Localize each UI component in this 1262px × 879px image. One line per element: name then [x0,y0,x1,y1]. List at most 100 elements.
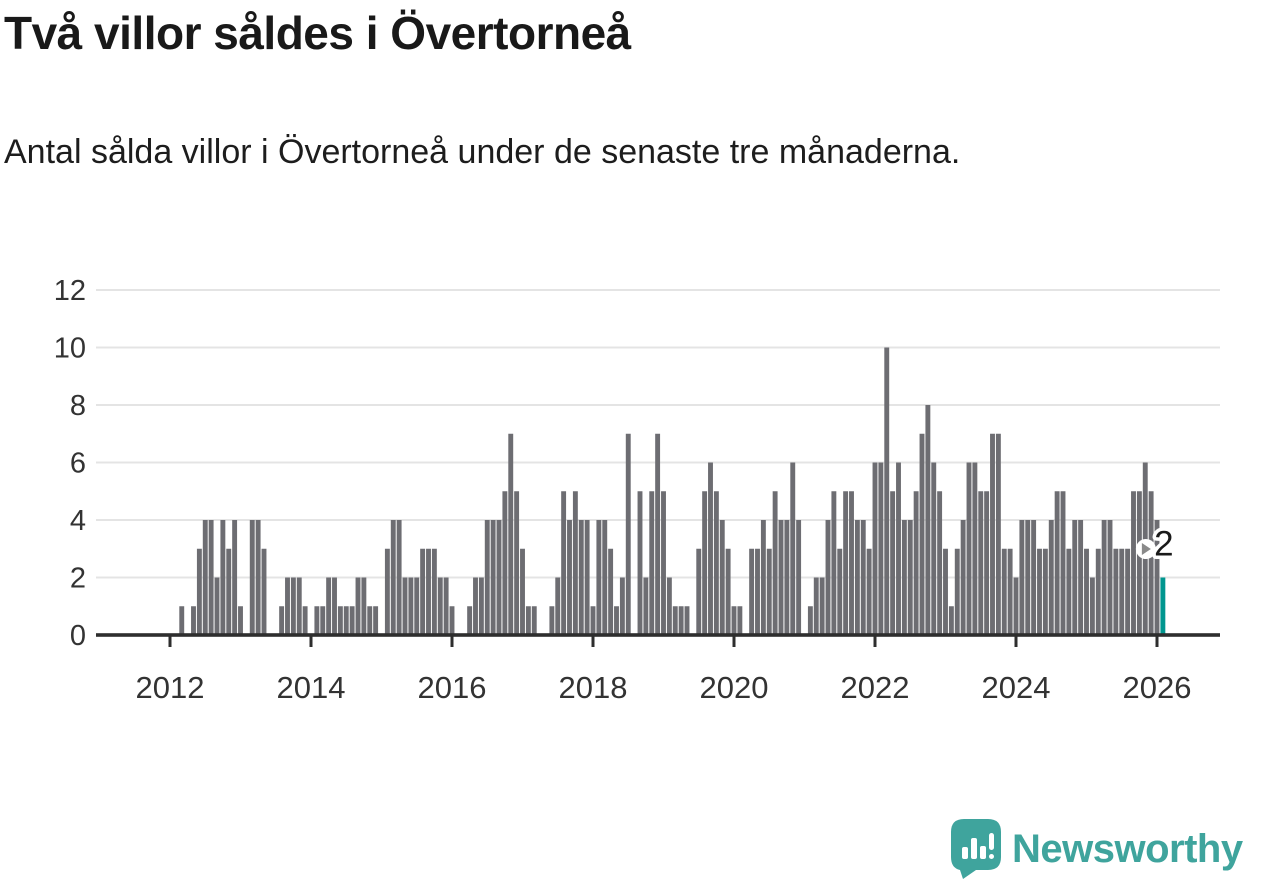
logo-exclamation-dot [989,854,994,859]
bar [919,433,925,635]
bar [496,520,502,635]
bar [373,606,379,635]
bar [343,606,349,635]
bar [960,520,966,635]
bar [214,577,220,635]
x-tick-label: 2022 [841,670,910,705]
bar [302,606,308,635]
bar [1037,548,1042,635]
bar [784,520,790,635]
bar [655,433,661,635]
bar [502,491,508,635]
bar [220,520,226,635]
bar [995,433,1001,635]
bar-chart: 0 2 4 6 8 10 12 2012 2014 2016 2018 2020 2022 2024 202… [54,275,1220,705]
logo-wordmark: Newsworthy [1012,827,1244,871]
bar [1119,548,1125,635]
bar [320,606,326,635]
bar [402,577,408,635]
bar [737,606,743,635]
bar [191,606,196,635]
bar [332,577,337,635]
bar [578,520,584,635]
bars [179,347,1166,635]
bar [608,548,614,635]
bar [866,548,872,635]
bar [490,520,496,635]
bar [196,548,202,635]
bar [508,433,514,635]
bar [1131,491,1136,635]
bar [896,462,901,635]
logo-bar-tall [971,838,977,859]
bar [602,520,608,635]
bar [849,491,854,635]
bar [349,606,355,635]
bar [1054,491,1060,635]
bar [390,520,396,635]
bar [484,520,490,635]
bar [1066,548,1072,635]
bar [619,577,625,635]
bar [1001,548,1007,635]
y-tick-label: 8 [70,390,86,422]
bar [749,548,755,635]
x-tick-label: 2014 [277,670,346,705]
x-tick-mark [450,635,454,647]
bar [943,548,948,635]
bar [872,462,878,635]
bar [831,491,837,635]
bar [878,462,884,635]
bar [1154,520,1160,635]
bar [1019,520,1025,635]
bar [367,606,373,635]
bar [238,606,243,635]
x-axis [96,633,1220,647]
bar [1060,491,1066,635]
x-tick-label: 2026 [1123,670,1192,705]
bar [355,577,361,635]
bar [966,462,972,635]
bar [772,491,778,635]
bar [296,577,302,635]
bar [426,548,431,635]
bar [984,491,990,635]
highlighted-bar [1160,577,1166,635]
x-tick-mark [168,635,172,647]
bar [384,548,390,635]
logo-bar-small [962,847,968,859]
bar [948,606,954,635]
bar [837,548,843,635]
newsworthy-speech-bubble-bar-chart-icon [951,819,1001,879]
annotation-value: 2 [1154,525,1173,564]
bar [520,548,525,635]
bar [431,548,437,635]
x-tick-label: 2024 [982,670,1051,705]
bar [719,520,725,635]
y-tick-label: 10 [54,333,86,365]
bar [1095,548,1101,635]
newsworthy-logo: Newsworthy [951,819,1244,879]
x-tick-mark [873,635,877,647]
gridline [96,289,1220,291]
bar [1042,548,1048,635]
chart-subtitle: Antal sålda villor i Övertorneå under de… [4,133,961,171]
bar [766,548,772,635]
bar [590,606,596,635]
bar [525,606,531,635]
bar [637,491,643,635]
bar [202,520,208,635]
bar [279,606,285,635]
bar [567,520,572,635]
bar [179,606,185,635]
bar [1013,577,1019,635]
bar [1084,548,1089,635]
bar [572,491,578,635]
bar [931,462,937,635]
x-tick-label: 2012 [136,670,205,705]
bar [708,462,713,635]
bar [555,577,561,635]
bar [473,577,478,635]
bar [884,347,890,635]
x-tick-mark [591,635,595,647]
